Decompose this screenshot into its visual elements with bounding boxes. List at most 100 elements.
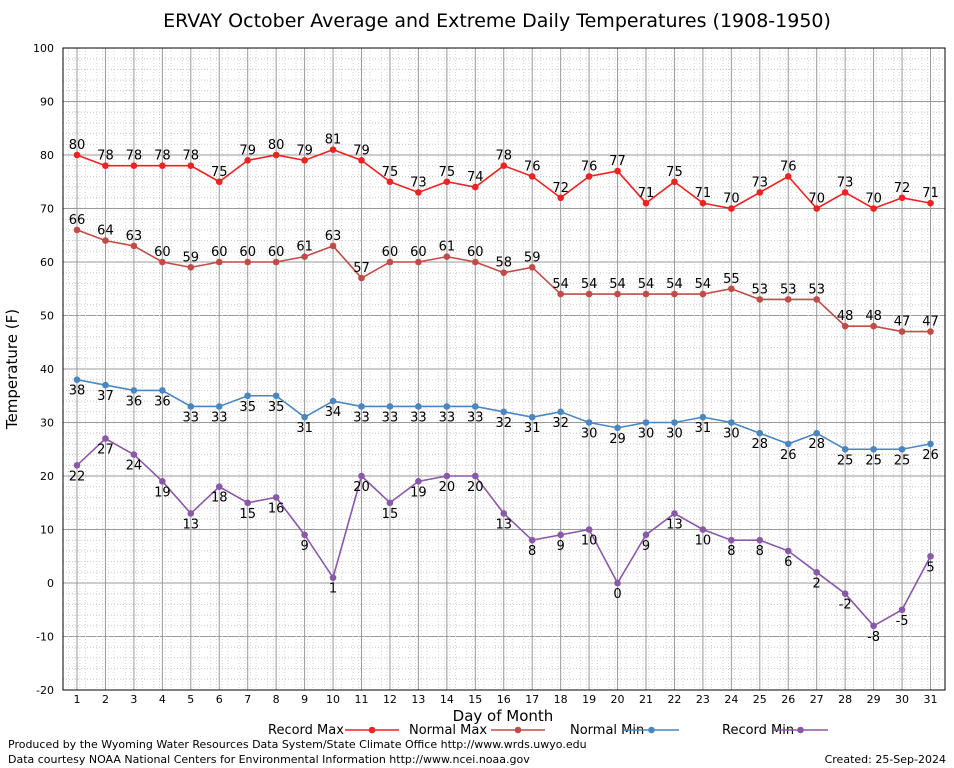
data-point — [472, 183, 479, 191]
data-point — [642, 290, 650, 298]
data-point — [585, 173, 593, 180]
data-label: 8 — [756, 544, 764, 559]
data-point — [585, 290, 593, 298]
data-label: 31 — [695, 421, 712, 436]
data-point — [73, 376, 81, 384]
data-point — [927, 552, 934, 560]
data-label: 64 — [97, 224, 114, 239]
data-label: 71 — [695, 186, 712, 201]
data-label: 20 — [353, 480, 370, 495]
legend-label: Normal Min — [570, 723, 644, 738]
data-point — [301, 531, 308, 539]
data-point — [841, 590, 849, 597]
data-label: -5 — [896, 614, 909, 629]
data-label: 19 — [154, 485, 171, 500]
data-label: 70 — [865, 192, 882, 207]
data-label: 25 — [894, 453, 911, 468]
y-tick-label: 30 — [40, 417, 54, 430]
data-label: 71 — [638, 186, 655, 201]
data-label: 79 — [239, 143, 256, 158]
data-point — [756, 189, 764, 196]
data-point — [415, 478, 422, 485]
footer-produced: Produced by the Wyoming Water Resources … — [8, 738, 587, 751]
legend: Record Max Normal Max Normal Min Record Min — [268, 723, 828, 738]
data-point — [642, 531, 650, 539]
data-point — [329, 242, 337, 250]
data-point — [813, 205, 820, 212]
data-point — [927, 440, 934, 448]
data-label: -8 — [867, 630, 880, 645]
x-tick-label: 18 — [554, 693, 568, 706]
data-label: 75 — [439, 165, 456, 180]
data-point — [272, 494, 280, 501]
data-label: 54 — [666, 277, 683, 292]
data-label: 77 — [609, 154, 626, 169]
data-label: 1 — [329, 582, 337, 597]
data-label: 24 — [126, 459, 143, 474]
data-label: 26 — [922, 448, 939, 463]
data-point — [443, 403, 451, 410]
data-point — [73, 462, 81, 469]
data-point — [130, 451, 138, 458]
data-label: 38 — [69, 384, 86, 399]
x-tick-label: 21 — [639, 693, 653, 706]
series-normal-min: 38 37 36 36 33 33 35 35 31 34 33 33 33 33 33 32 31 32 30 29… — [69, 376, 939, 468]
data-point — [784, 440, 792, 448]
data-label: 28 — [752, 437, 769, 452]
data-point — [898, 194, 906, 202]
data-label: 6 — [784, 555, 792, 570]
data-point — [671, 178, 678, 186]
data-label: 76 — [524, 159, 541, 174]
data-point — [187, 403, 195, 410]
y-tick-label: 50 — [40, 310, 54, 323]
data-label: 81 — [325, 133, 342, 148]
data-point — [528, 173, 536, 180]
data-label: 16 — [268, 501, 285, 516]
data-point — [756, 296, 764, 303]
data-label: 30 — [581, 427, 598, 442]
data-label: 33 — [183, 410, 200, 425]
data-point — [870, 205, 877, 212]
data-point — [329, 397, 337, 405]
data-label: 59 — [183, 250, 200, 265]
data-label: 47 — [894, 315, 911, 330]
data-point — [841, 445, 849, 453]
series-record-min: 22 27 24 19 13 18 15 16 9 1 20 15 19 20 20 13 8 9 10 0 9 13 10… — [69, 435, 935, 645]
data-point — [244, 499, 251, 507]
data-label: 9 — [642, 539, 650, 554]
data-label: 73 — [837, 175, 854, 190]
x-axis-label: Day of Month — [453, 707, 554, 725]
data-label: 54 — [695, 277, 712, 292]
data-point — [415, 403, 422, 410]
data-point — [699, 413, 707, 421]
data-point — [614, 424, 621, 432]
data-point — [614, 167, 621, 175]
data-point — [272, 258, 280, 266]
legend-swatch-marker — [514, 726, 522, 734]
data-label: 5 — [926, 560, 934, 575]
data-label: 78 — [154, 149, 171, 164]
data-label: 78 — [495, 149, 512, 164]
data-label: 80 — [69, 138, 86, 153]
footer-created: Created: 25-Sep-2024 — [824, 753, 946, 766]
data-label: 74 — [467, 170, 484, 185]
data-point — [557, 194, 564, 202]
data-point — [756, 429, 764, 437]
x-tick-label: 2 — [102, 693, 109, 706]
data-label: 48 — [837, 309, 854, 324]
data-point — [870, 445, 877, 453]
data-point — [187, 510, 195, 517]
data-label: 58 — [495, 256, 512, 271]
x-tick-label: 30 — [895, 693, 909, 706]
x-tick-label: 1 — [74, 693, 81, 706]
data-point — [927, 199, 934, 207]
y-tick-label: 0 — [47, 577, 54, 590]
x-tick-label: 6 — [216, 693, 223, 706]
data-label: 60 — [239, 245, 256, 260]
data-point — [102, 381, 109, 389]
data-point — [585, 419, 593, 426]
data-point — [244, 258, 251, 266]
